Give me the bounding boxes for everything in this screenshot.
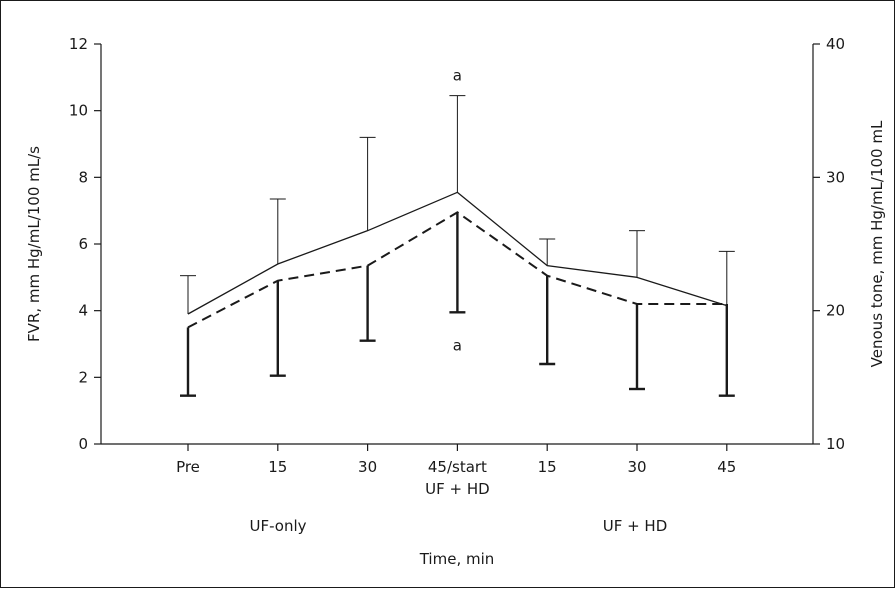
x-tick-label: 15 — [268, 458, 287, 476]
left-y-tick-label: 4 — [78, 302, 88, 320]
left-y-tick-label: 8 — [78, 168, 88, 186]
significance-annotation: a — [453, 67, 462, 85]
left-y-tick-label: 2 — [78, 368, 88, 386]
x-tick-label: 45 — [717, 458, 736, 476]
x-tick-label: Pre — [176, 458, 200, 476]
right-y-tick-label: 20 — [826, 302, 845, 320]
right-y-axis-title: Venous tone, mm Hg/mL/100 mL — [868, 120, 886, 367]
left-y-tick-label: 12 — [69, 35, 88, 53]
x-tick-label: 30 — [627, 458, 646, 476]
left-y-tick-label: 6 — [78, 235, 88, 253]
left-y-axis-title: FVR, mm Hg/mL/100 mL/s — [25, 146, 43, 342]
phase-label-uf-only: UF-only — [249, 517, 306, 535]
right-y-tick-label: 40 — [826, 35, 845, 53]
significance-annotation: a — [453, 337, 462, 355]
right-y-tick-label: 10 — [826, 435, 845, 453]
solid-series-line — [187, 191, 727, 315]
x-axis-title: Time, min — [419, 550, 495, 568]
x-tick-label: 45/start — [428, 458, 487, 476]
left-y-tick-label: 10 — [69, 102, 88, 120]
x-tick-sublabel: UF + HD — [425, 480, 490, 498]
left-y-tick-label: 0 — [78, 435, 88, 453]
x-tick-label: 30 — [358, 458, 377, 476]
x-tick-label: 15 — [538, 458, 557, 476]
dashed-series-line — [187, 211, 727, 329]
right-y-tick-label: 30 — [826, 168, 845, 186]
phase-label-uf-hd: UF + HD — [603, 517, 668, 535]
